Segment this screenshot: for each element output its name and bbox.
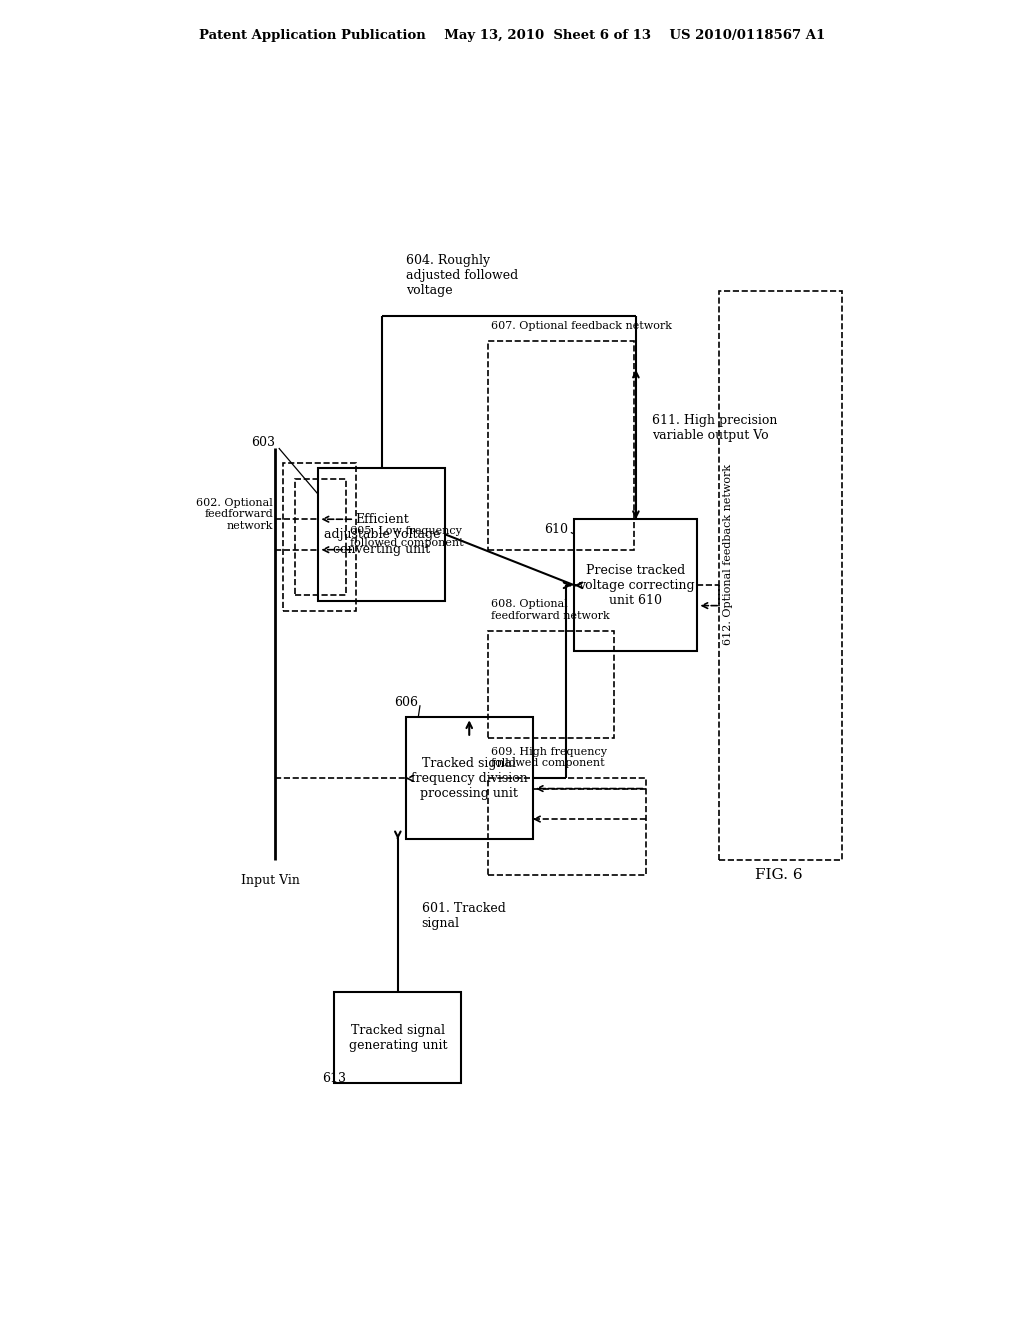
Text: Efficient
adjustable voltage
converting unit: Efficient adjustable voltage converting …	[324, 513, 440, 556]
Text: 610: 610	[545, 523, 568, 536]
Text: 612. Optional feedback network: 612. Optional feedback network	[723, 465, 733, 645]
Text: Input Vin: Input Vin	[242, 874, 300, 887]
Text: 609. High frequency
followed component: 609. High frequency followed component	[492, 747, 607, 768]
Text: 613: 613	[323, 1072, 346, 1085]
Text: 602. Optional
feedforward
network: 602. Optional feedforward network	[197, 498, 273, 531]
Text: 604. Roughly
adjusted followed
voltage: 604. Roughly adjusted followed voltage	[406, 253, 518, 297]
Bar	[487, 779, 646, 875]
Text: Patent Application Publication    May 13, 2010  Sheet 6 of 13    US 2010/0118567: Patent Application Publication May 13, 2…	[199, 29, 825, 42]
Text: Tracked signal
frequency division
processing unit: Tracked signal frequency division proces…	[411, 756, 527, 800]
Bar	[334, 991, 461, 1084]
Bar	[487, 342, 634, 549]
Text: FIG. 6: FIG. 6	[755, 869, 803, 882]
Text: Precise tracked
voltage correcting
unit 610: Precise tracked voltage correcting unit …	[578, 564, 694, 607]
Text: Tracked signal
generating unit: Tracked signal generating unit	[348, 1023, 447, 1052]
Bar	[318, 469, 445, 601]
Text: 605. Low frequency
followed component: 605. Low frequency followed component	[350, 527, 464, 548]
Text: 606: 606	[393, 696, 418, 709]
Text: 603: 603	[251, 437, 274, 450]
Bar	[406, 718, 532, 840]
Text: 608. Optional
feedforward network: 608. Optional feedforward network	[492, 599, 610, 620]
Bar	[719, 290, 842, 859]
Text: 611. High precision
variable output Vo: 611. High precision variable output Vo	[652, 413, 777, 442]
Text: 601. Tracked
signal: 601. Tracked signal	[422, 902, 506, 929]
Bar	[283, 463, 355, 611]
Bar	[574, 519, 697, 651]
Text: 607. Optional feedback network: 607. Optional feedback network	[492, 321, 673, 331]
Bar	[487, 631, 614, 738]
Bar	[295, 479, 346, 595]
